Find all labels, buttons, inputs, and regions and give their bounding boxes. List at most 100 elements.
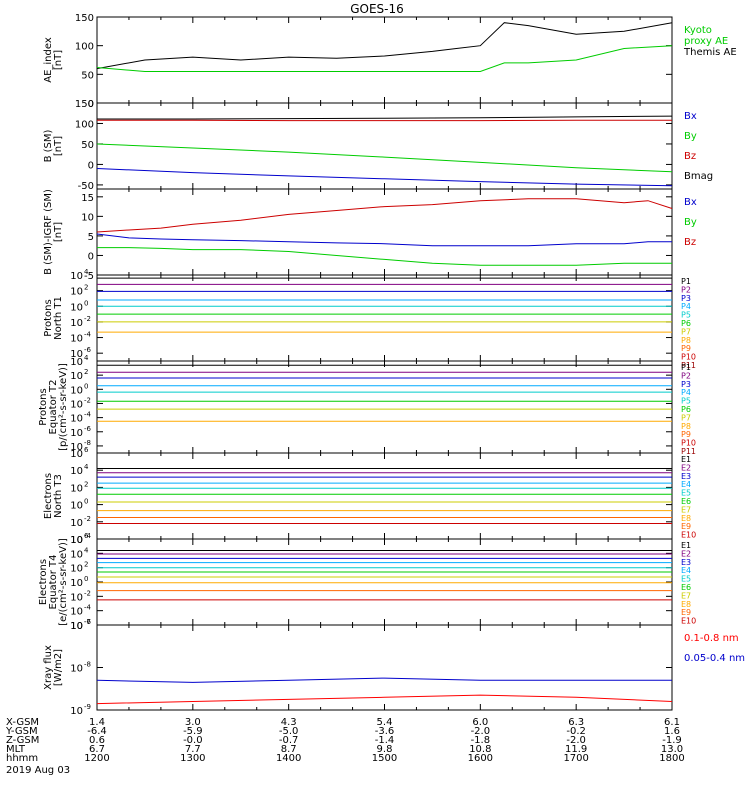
- y-tick-label: 10: [70, 302, 83, 313]
- y-tick-label-exponent: 6: [84, 446, 89, 454]
- y-axis-label: Protons: [38, 388, 49, 425]
- y-tick-label: 10: [70, 466, 83, 477]
- y-axis-label: [e/(cm²-s-sr-keV)]: [58, 538, 69, 626]
- y-tick-label-exponent: 4: [84, 463, 89, 471]
- ephemeris-value: 6.3: [568, 717, 584, 728]
- legend-item-e7: E7: [681, 591, 691, 600]
- y-tick-label: 10: [70, 442, 83, 453]
- y-tick-label: 10: [70, 535, 83, 546]
- legend-item-p8: P8: [681, 336, 691, 345]
- series-line-themis-ae: [96, 22, 673, 70]
- y-tick-label: 5: [88, 232, 94, 243]
- y-tick-label: 10: [70, 357, 83, 368]
- series-line-bx: [96, 168, 673, 187]
- y-tick-label-exponent: -6: [84, 618, 92, 626]
- panel-2: -50 0 50 100 150 B (SM) [nT] Bx By Bz Bmag: [43, 99, 713, 192]
- legend-item-e3: E3: [681, 558, 691, 567]
- y-tick-label: 10: [70, 385, 83, 396]
- y-tick-label-exponent: 4: [84, 354, 89, 362]
- ephemeris-value: -2.0: [566, 735, 586, 746]
- panel-frame: [96, 452, 673, 540]
- legend-item-p9: P9: [681, 430, 691, 439]
- legend-item-e2: E2: [681, 463, 691, 472]
- ephemeris-value: 6.7: [89, 744, 105, 755]
- panel-3: -5 0 5 10 15 B (SM)-IGRF (SM) [nT] Bx By Bz: [43, 188, 697, 282]
- legend-item-by: By: [684, 131, 697, 142]
- legend-item-p5: P5: [681, 311, 691, 320]
- ephemeris-value: 1500: [372, 753, 397, 764]
- ephemeris-value: 1400: [276, 753, 301, 764]
- series-line-kyoto-proxy-ae: [96, 45, 673, 72]
- y-tick-labels: -50 0 50 100 150: [75, 99, 94, 192]
- legend-item-e5: E5: [681, 575, 691, 584]
- legend-item-proxy-ae: proxy AE: [684, 36, 728, 47]
- series-group: [97, 550, 672, 601]
- legend-item-p5: P5: [681, 397, 691, 406]
- ephemeris-value: 10.8: [469, 744, 491, 755]
- legend-item-p1: P1: [681, 277, 691, 286]
- y-axis-label: [p/(cm²-s-sr-keV)]: [58, 363, 69, 451]
- y-tick-label-exponent: 6: [84, 532, 89, 540]
- ephemeris-value: 6.1: [664, 717, 680, 728]
- y-tick-label: 150: [75, 99, 94, 110]
- ephemeris-value: 0.6: [89, 735, 105, 746]
- series-group: [96, 677, 673, 705]
- panel-frame: [96, 188, 673, 276]
- legend-item-p6: P6: [681, 405, 691, 414]
- ephemeris-value: -0.0: [183, 735, 203, 746]
- y-tick-label: 0: [88, 251, 94, 262]
- y-tick-label-exponent: -2: [84, 589, 91, 597]
- series-group: [97, 277, 672, 333]
- legend-item-p7: P7: [681, 413, 691, 422]
- y-tick-label: 0: [88, 160, 94, 171]
- y-axis-label: Equator T2: [48, 380, 59, 435]
- series-line-by: [97, 247, 672, 266]
- y-axis-label: AE_index: [43, 37, 54, 83]
- ephemeris-value: 1.4: [89, 717, 105, 728]
- y-tick-label: 10: [70, 592, 83, 603]
- series-line-bx: [96, 233, 672, 247]
- ephemeris-value: -3.6: [375, 726, 395, 737]
- legend-item-e8: E8: [681, 514, 691, 523]
- y-tick-label-exponent: 2: [84, 561, 88, 569]
- ephemeris-value: -5.9: [183, 726, 203, 737]
- y-tick-label-exponent: -7: [84, 618, 91, 626]
- ephemeris-value: -6.4: [87, 726, 107, 737]
- ephemeris-value: -1.8: [471, 735, 491, 746]
- y-tick-label-exponent: -4: [84, 331, 92, 339]
- ephemeris-row-label: MLT: [6, 744, 26, 755]
- panel-frame: [96, 538, 673, 626]
- y-tick-label: -5: [84, 271, 94, 282]
- legend-item-by: By: [684, 217, 697, 228]
- ephemeris-value: 6.0: [472, 717, 488, 728]
- y-tick-label-exponent: -2: [84, 315, 91, 323]
- y-tick-label-exponent: 4: [84, 268, 89, 276]
- ephemeris-row-label: Y-GSM: [5, 726, 38, 737]
- ephemeris-value: 1200: [84, 753, 109, 764]
- y-tick-label-exponent: -4: [84, 411, 92, 419]
- y-tick-labels: 10-710-810-9: [70, 618, 91, 717]
- y-tick-label: 100: [75, 119, 94, 130]
- legend-item-p3: P3: [681, 294, 691, 303]
- y-tick-label: 10: [70, 399, 83, 410]
- ephemeris-value: -0.2: [566, 726, 586, 737]
- legend: Bx By Bz: [684, 197, 697, 248]
- y-tick-label: 10: [70, 564, 83, 575]
- y-tick-label: 10: [70, 664, 83, 675]
- y-tick-label-exponent: -2: [84, 515, 91, 523]
- y-tick-label: 10: [70, 349, 83, 360]
- legend-item-bz: Bz: [684, 151, 696, 162]
- y-tick-label: 10: [70, 287, 83, 298]
- ephemeris-row-label: Z-GSM: [6, 735, 39, 746]
- y-tick-label: 10: [70, 621, 83, 632]
- y-axis-label: B (SM)-IGRF (SM): [43, 189, 54, 275]
- legend-item-p2: P2: [681, 371, 691, 380]
- y-axis-label: North T3: [53, 474, 64, 518]
- y-axis-label: Equator T4: [48, 555, 59, 610]
